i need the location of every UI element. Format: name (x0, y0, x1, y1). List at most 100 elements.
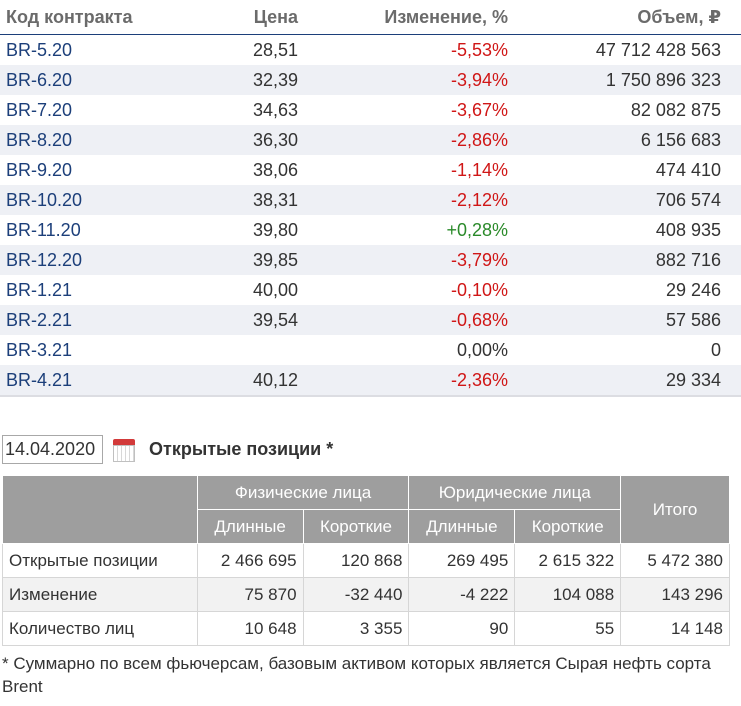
open-interest-title: Открытые позиции * (149, 439, 334, 459)
contract-row[interactable]: BR-9.20 38,06 -1,14% 474 410 (0, 155, 741, 185)
header-volume[interactable]: Объем, ₽ (637, 6, 721, 27)
oi-cell: 143 296 (620, 577, 730, 612)
oi-row-label: Количество лиц (2, 611, 198, 646)
oi-cell: 3 355 (302, 611, 410, 646)
oi-cell: 5 472 380 (620, 543, 730, 578)
oi-cell: 2 466 695 (196, 543, 304, 578)
oi-cell: 269 495 (408, 543, 516, 578)
contract-row[interactable]: BR-6.20 32,39 -3,94% 1 750 896 323 (0, 65, 741, 95)
contract-price: 38,06 (252, 159, 298, 180)
contract-price: 39,85 (252, 249, 298, 270)
contract-code-link[interactable]: BR-12.20 (6, 249, 83, 270)
contract-price: 32,39 (252, 69, 298, 90)
contract-change: +0,28% (446, 219, 508, 240)
contract-price: 40,00 (252, 279, 298, 300)
contract-volume: 408 935 (655, 219, 721, 240)
contract-change: -0,68% (450, 309, 508, 330)
oi-cell: 90 (408, 611, 516, 646)
calendar-icon[interactable] (113, 438, 135, 462)
header-price[interactable]: Цена (253, 6, 298, 27)
contract-row[interactable]: BR-7.20 34,63 -3,67% 82 082 875 (0, 95, 741, 125)
oi-header-individuals: Физические лица (196, 475, 410, 510)
contract-code-link[interactable]: BR-9.20 (6, 159, 73, 180)
contract-code-link[interactable]: BR-2.21 (6, 309, 73, 330)
contract-change: -5,53% (450, 39, 508, 60)
contracts-table: Код контракта Цена Изменение, % Объем, ₽… (0, 0, 741, 397)
oi-header-empty (2, 475, 198, 544)
header-code[interactable]: Код контракта (6, 6, 133, 27)
oi-header-ind-short: Короткие (302, 509, 410, 544)
contract-code-link[interactable]: BR-5.20 (6, 39, 73, 60)
oi-cell: 2 615 322 (514, 543, 622, 578)
oi-row-label: Изменение (2, 577, 198, 612)
contract-code-link[interactable]: BR-10.20 (6, 189, 83, 210)
oi-header-leg-long: Длинные (408, 509, 516, 544)
contract-code-link[interactable]: BR-8.20 (6, 129, 73, 150)
contract-row[interactable]: BR-2.21 39,54 -0,68% 57 586 (0, 305, 741, 335)
contract-row[interactable]: BR-10.20 38,31 -2,12% 706 574 (0, 185, 741, 215)
oi-header-leg-short: Короткие (514, 509, 622, 544)
contract-price: 39,80 (252, 219, 298, 240)
contract-change: -3,79% (450, 249, 508, 270)
contract-change: -3,67% (450, 99, 508, 120)
contract-code-link[interactable]: BR-4.21 (6, 369, 73, 390)
oi-row-change: Изменение 75 870 -32 440 -4 222 104 088 … (2, 577, 730, 612)
contract-row[interactable]: BR-3.21 0,00% 0 (0, 335, 741, 365)
contract-code-link[interactable]: BR-11.20 (6, 219, 81, 240)
contract-code-link[interactable]: BR-7.20 (6, 99, 73, 120)
contract-volume: 0 (710, 339, 721, 360)
contract-row[interactable]: BR-4.21 40,12 -2,36% 29 334 (0, 365, 741, 395)
contract-volume: 29 334 (665, 369, 721, 390)
contract-price: 39,54 (252, 309, 298, 330)
contract-volume: 882 716 (655, 249, 721, 270)
oi-row-holders: Количество лиц 10 648 3 355 90 55 14 148 (2, 611, 730, 646)
contract-change: -2,86% (450, 129, 508, 150)
contract-change: -1,14% (450, 159, 508, 180)
contract-volume: 29 246 (665, 279, 721, 300)
contract-price: 34,63 (252, 99, 298, 120)
contract-volume: 474 410 (655, 159, 721, 180)
oi-cell: 10 648 (196, 611, 304, 646)
contract-row[interactable]: BR-12.20 39,85 -3,79% 882 716 (0, 245, 741, 275)
contract-row[interactable]: BR-8.20 36,30 -2,86% 6 156 683 (0, 125, 741, 155)
contracts-header-row: Код контракта Цена Изменение, % Объем, ₽ (0, 0, 741, 34)
oi-cell: 75 870 (196, 577, 304, 612)
oi-cell: -4 222 (408, 577, 516, 612)
contract-change: -3,94% (450, 69, 508, 90)
oi-cell: 55 (514, 611, 622, 646)
open-interest-table: Физические лица Юридические лица Итого Д… (2, 475, 730, 646)
contract-volume: 706 574 (655, 189, 721, 210)
footnote: * Суммарно по всем фьючерсам, базовым ак… (2, 654, 711, 696)
oi-row-positions: Открытые позиции 2 466 695 120 868 269 4… (2, 543, 730, 578)
contract-change: -0,10% (450, 279, 508, 300)
contract-code-link[interactable]: BR-3.21 (6, 339, 73, 360)
contracts-body: BR-5.20 28,51 -5,53% 47 712 428 563 BR-6.20 3… (0, 34, 741, 397)
contract-row[interactable]: BR-5.20 28,51 -5,53% 47 712 428 563 (0, 35, 741, 65)
contract-volume: 47 712 428 563 (595, 39, 721, 60)
oi-cell: 14 148 (620, 611, 730, 646)
oi-cell: 120 868 (302, 543, 410, 578)
oi-cell: 104 088 (514, 577, 622, 612)
oi-row-label: Открытые позиции (2, 543, 198, 578)
contract-code-link[interactable]: BR-1.21 (6, 279, 73, 300)
oi-header-legal: Юридические лица (408, 475, 622, 510)
oi-cell: -32 440 (302, 577, 410, 612)
contract-code-link[interactable]: BR-6.20 (6, 69, 73, 90)
date-input[interactable] (2, 435, 103, 464)
contract-volume: 1 750 896 323 (605, 69, 721, 90)
contract-row[interactable]: BR-1.21 40,00 -0,10% 29 246 (0, 275, 741, 305)
header-change[interactable]: Изменение, % (384, 6, 508, 27)
contract-price: 38,31 (252, 189, 298, 210)
date-bar: Открытые позиции * (2, 435, 333, 464)
contract-volume: 82 082 875 (630, 99, 721, 120)
contract-price: 28,51 (252, 39, 298, 60)
oi-header-ind-long: Длинные (196, 509, 304, 544)
contract-change: -2,36% (450, 369, 508, 390)
contract-price: 40,12 (252, 369, 298, 390)
contract-row[interactable]: BR-11.20 39,80 +0,28% 408 935 (0, 215, 741, 245)
contract-price: 36,30 (252, 129, 298, 150)
contract-change: -2,12% (450, 189, 508, 210)
oi-header-total: Итого (620, 475, 730, 544)
contract-volume: 6 156 683 (640, 129, 721, 150)
contract-volume: 57 586 (665, 309, 721, 330)
